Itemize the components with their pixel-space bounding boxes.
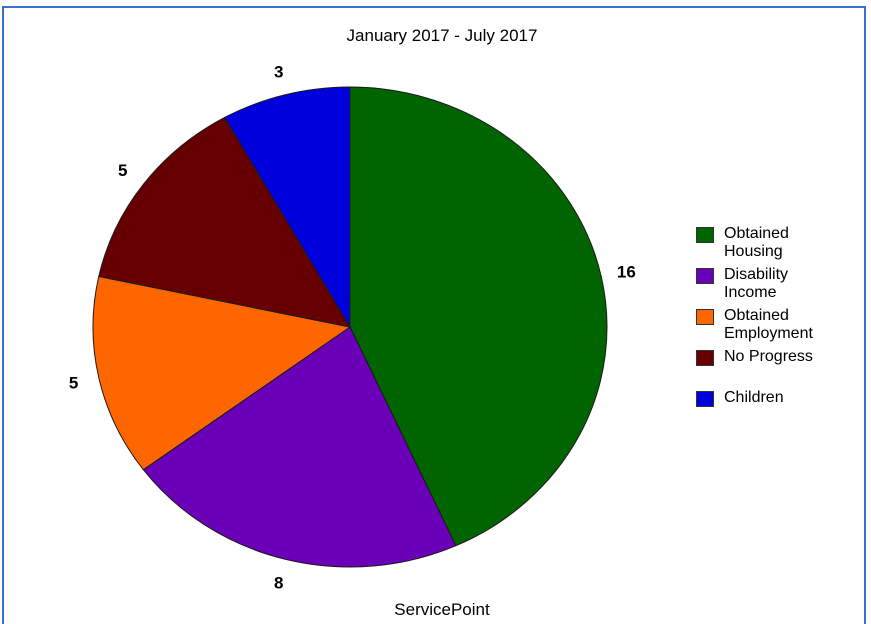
legend-label-disability-income: Disability Income [724, 266, 789, 301]
legend-label-obtained-employment: Obtained Employment [724, 307, 813, 342]
slice-value-label-obtained-employment: 5 [69, 374, 78, 393]
pie-slice-no-progress [98, 116, 352, 328]
legend-label-obtained-housing: Obtained Housing [724, 225, 789, 260]
legend-swatch-obtained-employment [696, 309, 714, 325]
legend-item-obtained-employment: Obtained Employment [696, 307, 866, 348]
legend-item-obtained-housing: Obtained Housing [696, 225, 866, 266]
slice-value-label-no-progress: 5 [118, 161, 127, 180]
slice-value-label-children: 3 [274, 63, 283, 82]
pie-slice-disability-income [142, 326, 457, 568]
slice-value-label-disability-income: 8 [274, 573, 283, 592]
legend-label-children: Children [724, 389, 784, 406]
pie-slice-children [223, 86, 351, 329]
slice-value-label-obtained-housing: 16 [617, 262, 636, 281]
legend-swatch-children [696, 391, 714, 407]
pie-slice-obtained-employment [92, 275, 352, 471]
legend-swatch-disability-income [696, 268, 714, 284]
legend-item-no-progress: No Progress [696, 348, 866, 389]
legend-item-children: Children [696, 389, 866, 430]
legend-swatch-obtained-housing [696, 227, 714, 243]
legend: Obtained Housing Disability Income Obtai… [696, 225, 866, 430]
chart-title: January 2017 - July 2017 [346, 26, 538, 45]
chart-footer: ServicePoint [394, 600, 490, 619]
legend-swatch-no-progress [696, 350, 714, 366]
legend-label-no-progress: No Progress [724, 348, 813, 365]
legend-item-disability-income: Disability Income [696, 266, 866, 307]
pie-slice-obtained-housing [349, 86, 608, 547]
